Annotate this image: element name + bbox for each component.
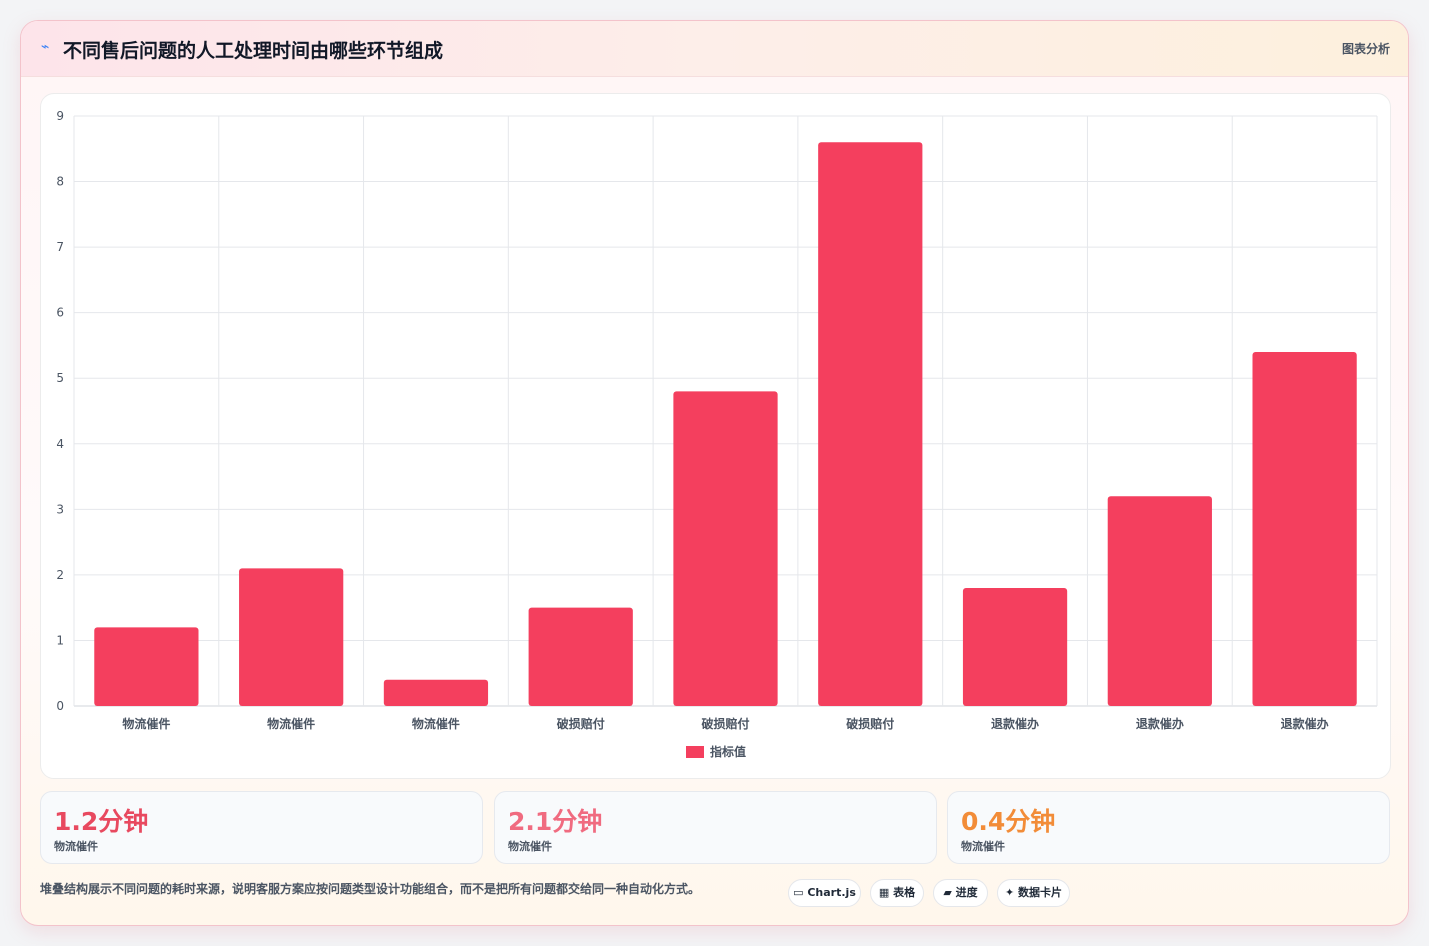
- x-tick-label: 破损赔付: [557, 716, 605, 731]
- x-tick-label: 破损赔付: [846, 716, 894, 731]
- bar-chart: 0 1 2 3 4 5 6 7 8 9 物流催件 物流催件 物流催件 破损赔付 破损赔付 破损赔付 退款催办 退款…: [40, 93, 1391, 779]
- card-header: ⌁ 不同售后问题的人工处理时间由哪些环节组成 图表分析: [21, 21, 1408, 77]
- y-tick-label: 3: [56, 502, 64, 516]
- bar: [383, 679, 489, 706]
- stat-label: 物流催件: [961, 840, 1005, 853]
- stat-label: 物流催件: [508, 840, 552, 853]
- y-tick-label: 6: [56, 306, 64, 320]
- chart-card: ⌁ 不同售后问题的人工处理时间由哪些环节组成 图表分析 0 1 2 3 4 5 6 7 8 9 物流…: [20, 20, 1409, 926]
- header-tag: 图表分析: [1341, 42, 1390, 56]
- y-tick-label: 9: [56, 109, 64, 123]
- bar: [962, 588, 1068, 706]
- y-tick-label: 8: [56, 175, 64, 189]
- bar: [1107, 496, 1212, 706]
- bar: [528, 607, 633, 706]
- footnote: 堆叠结构展示不同问题的耗时来源，说明客服方案应按问题类型设计功能组合，而不是把所…: [40, 882, 701, 896]
- y-tick-label: 7: [56, 240, 64, 254]
- legend-swatch: [686, 746, 704, 758]
- x-tick-label: 退款催办: [1281, 716, 1329, 731]
- x-tick-label: 物流催件: [122, 716, 170, 731]
- bar: [1252, 352, 1357, 706]
- stat-card-3: 0.4分钟 物流催件: [947, 791, 1390, 864]
- chip-label: 表格: [893, 886, 916, 899]
- x-tick-label: 退款催办: [1136, 716, 1184, 731]
- y-tick-label: 4: [56, 437, 64, 451]
- bar: [818, 142, 923, 706]
- stat-value: 2.1分钟: [508, 807, 603, 836]
- progress-icon: ▰: [943, 886, 952, 899]
- x-tick-label: 物流催件: [267, 716, 315, 731]
- y-tick-label: 2: [56, 568, 64, 582]
- sparkle-icon: ✦: [1004, 886, 1015, 899]
- y-tick-label: 1: [56, 633, 64, 647]
- chip-label: 进度: [955, 886, 978, 899]
- stat-card-1: 1.2分钟 物流催件: [40, 791, 483, 864]
- bar-chart-svg: 0 1 2 3 4 5 6 7 8 9 物流催件 物流催件 物流催件 破损赔付 破损赔付 破损赔付 退款催办 退款…: [56, 109, 1378, 759]
- chip-table[interactable]: ▦ 表格: [870, 879, 924, 907]
- x-tick-label: 物流催件: [412, 716, 460, 731]
- stat-value: 0.4分钟: [961, 807, 1056, 836]
- x-tick-label: 退款催办: [991, 716, 1039, 731]
- bar: [239, 568, 344, 706]
- legend-label: 指标值: [710, 744, 746, 759]
- window-icon: ▭: [793, 886, 804, 899]
- stat-card-2: 2.1分钟 物流催件: [494, 791, 937, 864]
- bar: [673, 391, 778, 706]
- chart-icon: ⌁: [41, 39, 50, 55]
- y-tick-label: 0: [56, 699, 64, 713]
- chip-label: 数据卡片: [1018, 886, 1063, 899]
- table-icon: ▦: [878, 886, 890, 899]
- chip-progress[interactable]: ▰ 进度: [933, 879, 988, 907]
- y-tick-label: 5: [56, 371, 64, 385]
- chip-chartjs[interactable]: ▭ Chart.js: [788, 879, 861, 907]
- stat-label: 物流催件: [54, 840, 98, 853]
- page-title: 不同售后问题的人工处理时间由哪些环节组成: [63, 40, 444, 62]
- bar: [94, 627, 199, 706]
- chip-data-card[interactable]: ✦ 数据卡片: [997, 879, 1070, 907]
- stat-value: 1.2分钟: [54, 807, 149, 836]
- x-tick-label: 破损赔付: [701, 716, 749, 731]
- chip-label: Chart.js: [807, 886, 856, 899]
